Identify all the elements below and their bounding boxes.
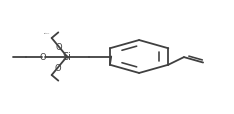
Text: O: O	[39, 53, 46, 61]
Text: Si: Si	[62, 52, 71, 62]
Text: methoxy: methoxy	[44, 33, 50, 34]
Text: O: O	[54, 63, 61, 72]
Text: O: O	[55, 43, 62, 52]
